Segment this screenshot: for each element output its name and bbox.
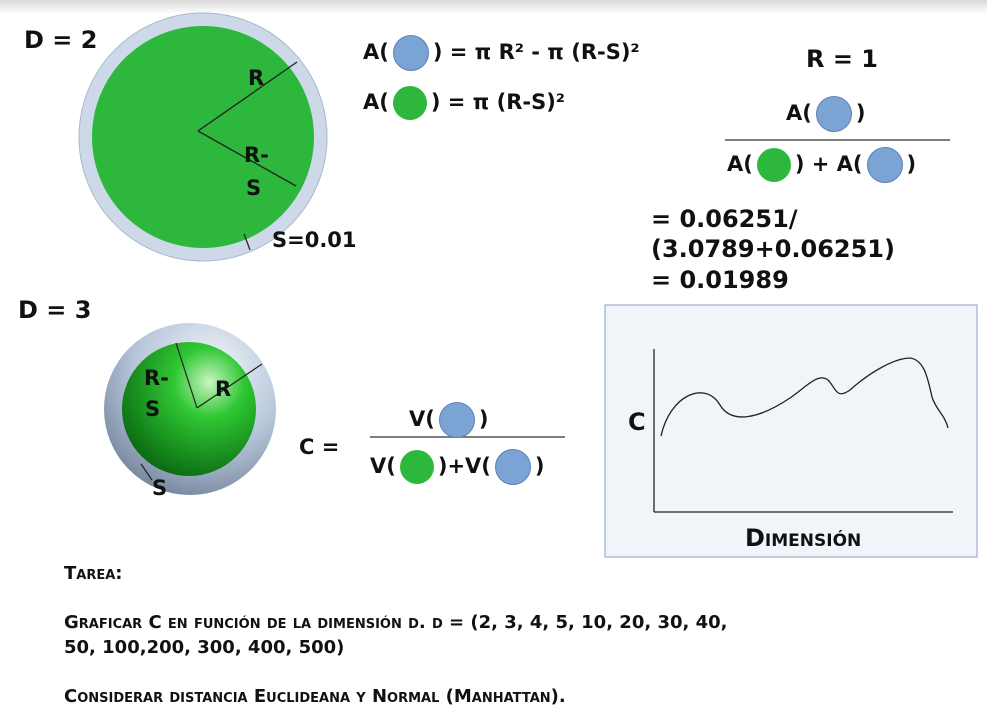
d3-radius-r [196,363,263,409]
frac-den-c: ) [906,152,917,176]
blue-shell-chip [815,96,852,132]
plot-sketch-curve [660,357,949,437]
frac-num-suffix: ) [855,101,866,125]
d3-inner-sphere [122,342,256,476]
d2-label-s: S=0.01 [272,228,357,252]
d3-label-rs-bottom: S [145,397,161,421]
volume-fraction-numerator: V() [409,402,488,438]
d3-label-rs-top: R- [144,366,169,390]
volume-fraction-denominator: V( )+V() [370,449,545,485]
task-title: Tarea: [64,563,123,584]
task-line-1: Graficar C en función de la dimensión d.… [64,612,728,633]
d2-label-r: R [248,66,265,90]
calc-line-1: = 0.06251/ [651,205,798,233]
task-line-3: Considerar distancia Euclideana y Normal… [64,686,566,707]
d2-radius-r [197,61,298,132]
c-equals: C = [299,435,340,459]
plot-panel [604,304,978,558]
area-green-rhs: ) = π (R-S)² [430,90,566,114]
d3-label-r: R [215,377,232,401]
calc-line-3: = 0.01989 [651,266,789,294]
frac-den-a: A( [727,152,753,176]
d2-radius-rs [197,130,297,187]
calc-line-2: (3.0789+0.06251) [651,235,895,263]
frac-num-prefix: A( [786,101,812,125]
v-den-c: ) [534,454,545,478]
d2-shell-s-tick [243,233,251,251]
area-blue-formula: A( ) = π R² - π (R-S)² [363,35,640,71]
v-den-b: )+V( [437,454,491,478]
blue-shell-chip [494,449,531,485]
top-shadow-bar [0,0,987,14]
area-green-formula: A( ) = π (R-S)² [363,86,565,120]
green-core-chip [392,86,427,120]
green-core-chip [756,148,791,182]
area-green-prefix: A( [363,90,389,114]
frac-den-b: ) + A( [794,152,863,176]
task-line-2: 50, 100,200, 300, 400, 500) [64,637,345,658]
area-fraction-denominator: A( ) + A() [727,147,916,183]
d3-radius-rs [175,342,198,409]
area-blue-rhs: ) = π R² - π (R-S)² [432,40,640,64]
blue-shell-chip [392,35,429,71]
d2-title: D = 2 [24,26,98,54]
r-value: R = 1 [806,45,878,73]
green-core-chip [399,450,434,484]
d3-title: D = 3 [18,296,92,324]
blue-shell-chip [866,147,903,183]
area-blue-prefix: A( [363,40,389,64]
v-num-prefix: V( [409,407,435,431]
d3-shell-s-tick [140,463,153,481]
area-fraction-numerator: A() [786,96,865,132]
v-den-a: V( [370,454,396,478]
plot-x-label: Dimensión [745,524,862,552]
v-num-suffix: ) [478,407,489,431]
blue-shell-chip [438,402,475,438]
d2-inner-disc [92,26,314,248]
d2-label-rs-bottom: S [246,176,262,200]
d2-label-rs-top: R- [244,143,269,167]
d3-label-s: S [152,476,168,500]
plot-y-label: C [628,408,646,436]
